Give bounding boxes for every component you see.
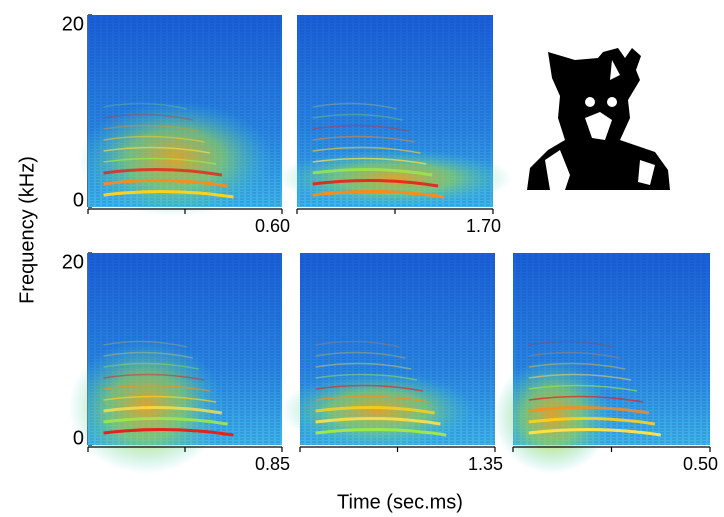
harmonic — [103, 135, 205, 143]
harmonic — [528, 373, 632, 381]
harmonic — [312, 167, 433, 177]
harmonic — [315, 340, 400, 348]
x-tick-label: 0.50 — [683, 454, 718, 474]
harmonic — [528, 405, 650, 415]
harmonic — [528, 362, 626, 370]
harmonic — [312, 135, 415, 143]
harmonic — [528, 351, 620, 359]
energy — [280, 372, 476, 449]
harmonic — [103, 373, 205, 381]
x-tick-label: 0.60 — [255, 216, 290, 236]
harmonic — [315, 405, 435, 415]
harmonic — [103, 124, 199, 132]
harmonic — [103, 384, 211, 392]
harmonic — [103, 340, 188, 348]
x-axis-label: Time (sec.ms) — [337, 491, 463, 513]
harmonic — [315, 427, 447, 437]
harmonic — [103, 102, 188, 110]
harmonic — [103, 395, 217, 403]
harmonic — [103, 178, 228, 188]
harmonic — [312, 189, 445, 199]
harmonic — [312, 102, 398, 110]
dog-silhouette — [527, 48, 670, 190]
harmonic — [312, 157, 427, 165]
harmonic — [103, 113, 193, 121]
harmonic — [312, 124, 409, 132]
harmonic — [103, 416, 228, 426]
harmonic — [103, 189, 234, 199]
harmonic — [103, 427, 234, 437]
energy — [493, 358, 612, 474]
harmonic — [103, 351, 193, 359]
harmonic — [315, 351, 406, 359]
harmonic — [528, 340, 614, 348]
harmonic — [103, 405, 223, 415]
harmonic — [528, 416, 656, 426]
harmonic — [312, 178, 439, 188]
x-tick-label: 1.35 — [468, 454, 503, 474]
harmonic — [528, 427, 661, 437]
harmonic — [103, 146, 211, 154]
energy — [277, 149, 513, 207]
y-tick-label: 20 — [62, 251, 84, 273]
harmonic — [315, 373, 418, 381]
harmonic — [312, 146, 421, 154]
harmonic — [103, 362, 199, 370]
harmonic — [103, 157, 217, 165]
harmonic — [315, 384, 423, 392]
y-axis-label: Frequency (kHz) — [16, 156, 38, 304]
x-tick-label: 1.70 — [466, 216, 501, 236]
harmonic — [528, 384, 638, 392]
harmonic — [528, 395, 644, 403]
harmonic — [315, 416, 441, 426]
harmonic — [315, 395, 429, 403]
harmonic — [103, 167, 223, 177]
harmonic — [315, 362, 412, 370]
y-tick-label: 0 — [73, 189, 84, 211]
x-tick-label: 0.85 — [255, 454, 290, 474]
y-tick-label: 20 — [62, 13, 84, 35]
harmonic — [312, 113, 404, 121]
